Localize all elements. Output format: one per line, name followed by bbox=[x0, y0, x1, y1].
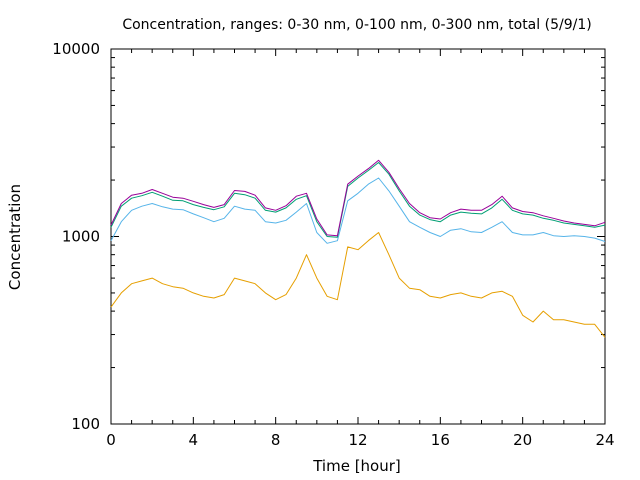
y-tick-label: 1000 bbox=[62, 228, 100, 246]
y-tick-label: 10000 bbox=[52, 40, 100, 58]
x-tick-label: 4 bbox=[189, 431, 199, 449]
y-tick-label: 100 bbox=[71, 415, 100, 433]
series-line bbox=[110, 232, 606, 338]
x-tick-label: 0 bbox=[106, 431, 116, 449]
plot-frame bbox=[110, 48, 606, 425]
series-line bbox=[110, 177, 606, 244]
axis-tick-labels: 0 4 8 12 16 20 24 100 1000 10000 bbox=[52, 40, 614, 449]
x-tick-label: 20 bbox=[513, 431, 532, 449]
y-axis-label: Concentration bbox=[6, 184, 24, 290]
axis-ticks bbox=[110, 48, 606, 425]
series-line bbox=[110, 159, 606, 237]
chart-title: Concentration, ranges: 0-30 nm, 0-100 nm… bbox=[122, 17, 591, 33]
x-tick-label: 12 bbox=[348, 431, 367, 449]
series-lines bbox=[110, 159, 606, 338]
series-line bbox=[110, 162, 606, 238]
x-tick-label: 16 bbox=[431, 431, 450, 449]
x-tick-label: 8 bbox=[271, 431, 281, 449]
x-tick-label: 24 bbox=[595, 431, 614, 449]
x-axis-label: Time [hour] bbox=[312, 457, 401, 475]
